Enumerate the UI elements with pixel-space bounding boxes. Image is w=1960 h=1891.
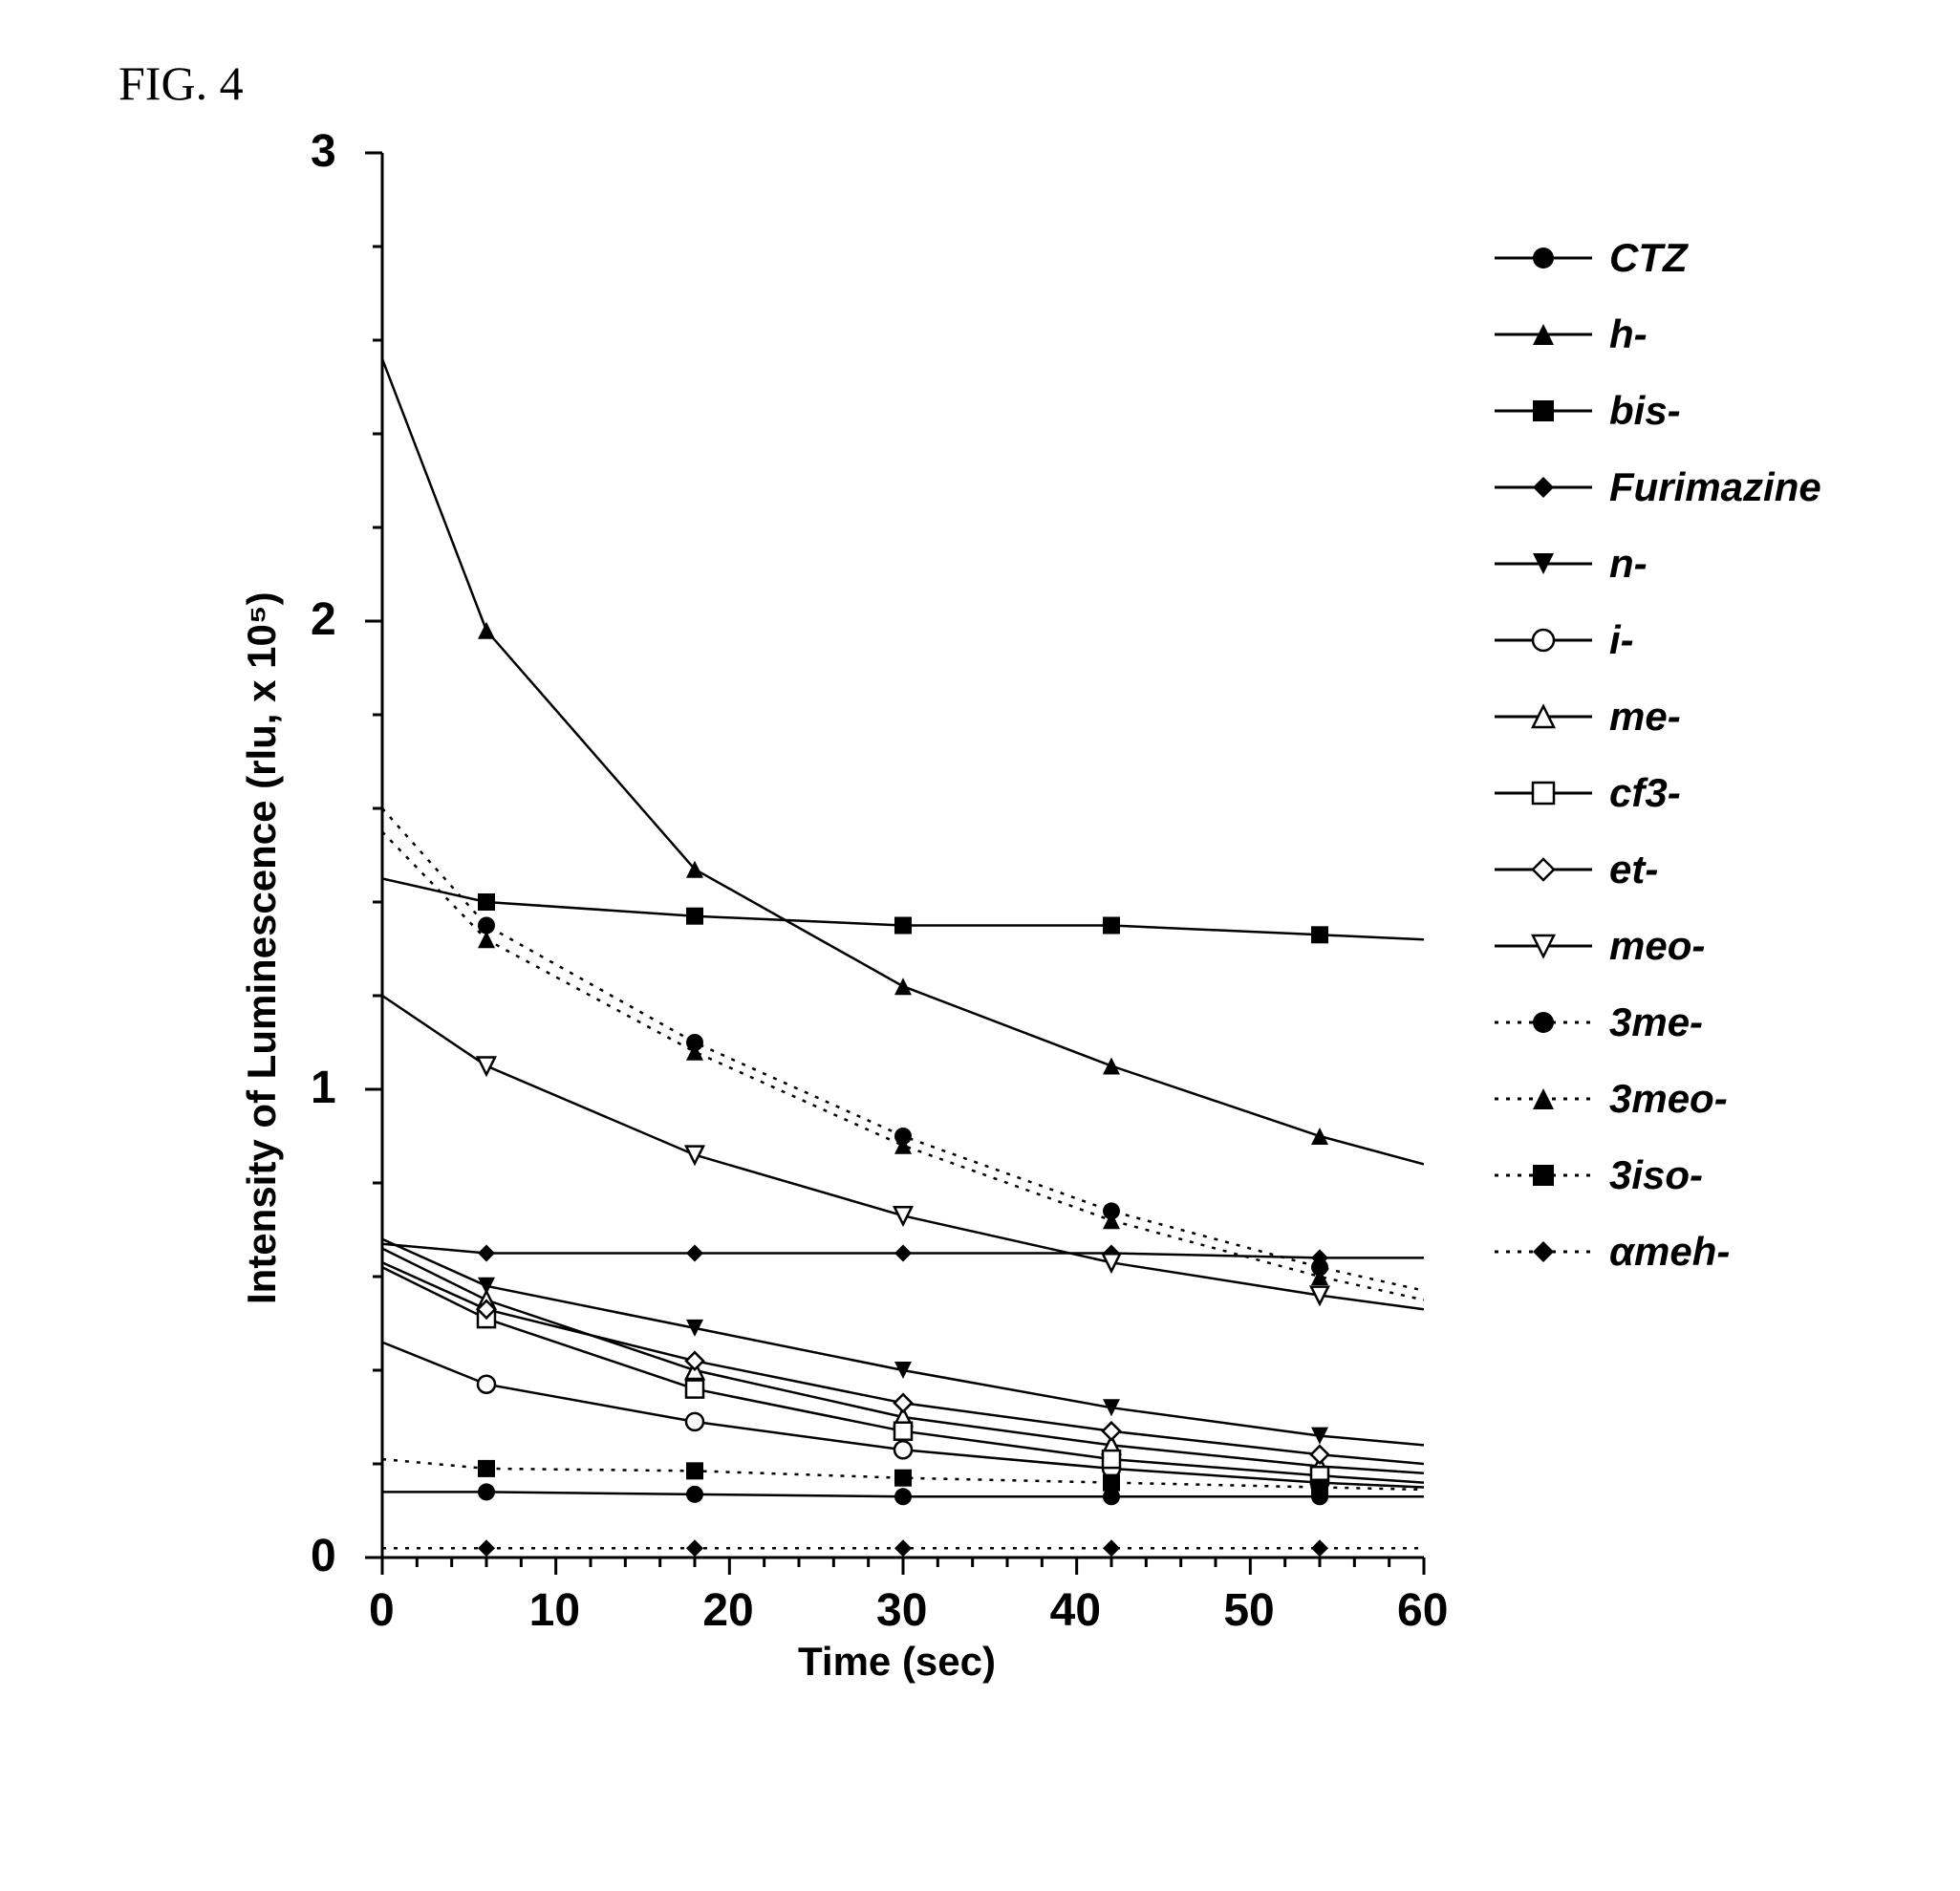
series-marker-3iso: [1311, 1479, 1328, 1496]
legend-item-meo: meo-: [1491, 908, 1821, 984]
legend-swatch: [1491, 1214, 1596, 1290]
legend-item-3me: 3me-: [1491, 984, 1821, 1061]
legend-label: i-: [1609, 617, 1634, 663]
series-marker-bis: [1311, 926, 1328, 943]
luminescence-time-chart: [344, 148, 1462, 1601]
legend-item-3iso: 3iso-: [1491, 1137, 1821, 1214]
legend-item-h: h-: [1491, 296, 1821, 373]
series-marker-3iso: [1103, 1474, 1120, 1492]
legend-item-cf3: cf3-: [1491, 755, 1821, 831]
legend-item-ameh: αmeh-: [1491, 1214, 1821, 1290]
x-tick-label: 10: [529, 1584, 580, 1637]
y-tick-label: 3: [311, 125, 336, 178]
series-marker-bis: [686, 908, 703, 925]
series-marker-bis: [478, 893, 495, 911]
legend-label: 3iso-: [1609, 1152, 1703, 1198]
figure-label: FIG. 4: [118, 55, 244, 111]
legend-swatch: [1491, 831, 1596, 908]
x-axis-title: Time (sec): [798, 1639, 996, 1685]
legend-label: et-: [1609, 847, 1658, 892]
legend-label: αmeh-: [1609, 1229, 1730, 1275]
legend-label: bis-: [1609, 388, 1681, 434]
legend-item-3meo: 3meo-: [1491, 1061, 1821, 1137]
y-tick-label: 2: [311, 593, 336, 646]
legend-item-Furimazine: Furimazine: [1491, 449, 1821, 526]
legend-swatch: [1491, 373, 1596, 449]
legend-swatch: [1491, 1137, 1596, 1214]
x-tick-label: 50: [1223, 1584, 1274, 1637]
series-marker-cf3: [1103, 1450, 1120, 1468]
x-tick-label: 20: [702, 1584, 753, 1637]
legend-label: me-: [1609, 694, 1681, 740]
legend-item-bis: bis-: [1491, 373, 1821, 449]
legend-item-i: i-: [1491, 602, 1821, 678]
legend-swatch: [1491, 755, 1596, 831]
legend: CTZ h-bis- Furimazine n-i-me-cf3- et-meo- 3me…: [1491, 220, 1821, 1290]
page: FIG. 4 Intensity of Luminescence (rlu, x…: [0, 0, 1960, 1891]
series-marker-CTZ: [686, 1486, 703, 1503]
legend-label: Furimazine: [1609, 464, 1821, 510]
legend-swatch: [1491, 984, 1596, 1061]
y-axis-title: Intensity of Luminescence (rlu, x 10⁵): [239, 592, 285, 1305]
legend-item-n: n-: [1491, 526, 1821, 602]
x-tick-label: 60: [1397, 1584, 1448, 1637]
x-tick-label: 30: [876, 1584, 927, 1637]
series-marker-bis: [894, 917, 912, 935]
legend-item-CTZ: CTZ: [1491, 220, 1821, 296]
series-marker-CTZ: [894, 1488, 912, 1505]
x-tick-label: 0: [369, 1584, 395, 1637]
x-tick-label: 40: [1050, 1584, 1101, 1637]
y-tick-label: 0: [311, 1530, 336, 1582]
legend-label: 3me-: [1609, 999, 1703, 1045]
series-marker-3iso: [894, 1470, 912, 1487]
series-marker-3iso: [686, 1462, 703, 1479]
legend-swatch: [1491, 602, 1596, 678]
legend-swatch: [1491, 296, 1596, 373]
legend-swatch: [1491, 678, 1596, 755]
series-marker-bis: [1103, 917, 1120, 935]
legend-label: n-: [1609, 541, 1648, 587]
series-marker-i: [894, 1441, 912, 1458]
series-marker-CTZ: [478, 1483, 495, 1500]
y-tick-label: 1: [311, 1062, 336, 1114]
series-marker-cf3: [686, 1381, 703, 1398]
legend-swatch: [1491, 220, 1596, 296]
series-marker-i: [686, 1413, 703, 1430]
series-marker-3iso: [478, 1460, 495, 1477]
legend-swatch: [1491, 1061, 1596, 1137]
legend-swatch: [1491, 908, 1596, 984]
legend-item-et: et-: [1491, 831, 1821, 908]
legend-label: meo-: [1609, 923, 1705, 969]
series-marker-cf3: [894, 1423, 912, 1440]
series-marker-i: [478, 1376, 495, 1393]
legend-label: cf3-: [1609, 770, 1681, 816]
legend-label: 3meo-: [1609, 1076, 1728, 1122]
legend-label: h-: [1609, 312, 1648, 357]
legend-item-me: me-: [1491, 678, 1821, 755]
legend-swatch: [1491, 526, 1596, 602]
legend-swatch: [1491, 449, 1596, 526]
legend-label: CTZ: [1609, 235, 1688, 281]
